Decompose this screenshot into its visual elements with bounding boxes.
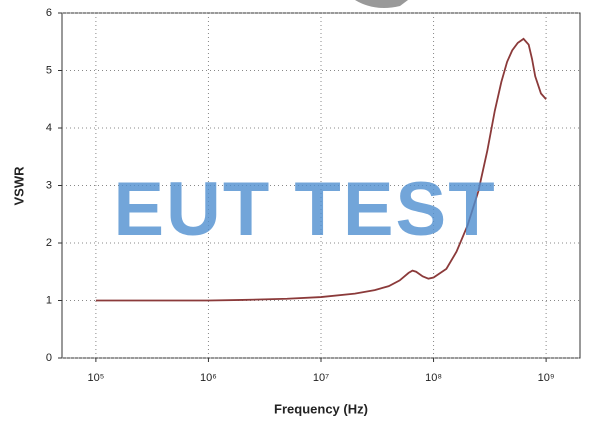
y-tick-label: 1 <box>46 294 52 306</box>
x-tick-label: 10⁹ <box>538 372 555 384</box>
x-tick-label: 10⁵ <box>87 372 104 384</box>
y-tick-label: 6 <box>46 7 52 19</box>
y-tick-label: 4 <box>46 122 52 134</box>
x-tick-label: 10⁷ <box>313 372 329 384</box>
plot-area: 0 1 2 3 4 5 6 10⁵ 10⁶ 10⁷ 10⁸ 10⁹ <box>46 7 580 384</box>
x-axis-title: Frequency (Hz) <box>274 401 368 416</box>
data-line <box>95 37 547 302</box>
x-tick-label: 10⁸ <box>425 372 442 384</box>
x-tick-label: 10⁶ <box>200 372 217 384</box>
y-tick-label: 3 <box>46 179 52 191</box>
y-axis-title: VSWR <box>11 166 26 206</box>
y-tick-label: 0 <box>46 352 52 364</box>
y-tick-label: 2 <box>46 237 52 249</box>
y-tick-label: 5 <box>46 64 52 76</box>
watermark: EUT TEST <box>113 167 496 252</box>
decoration <box>355 0 408 8</box>
